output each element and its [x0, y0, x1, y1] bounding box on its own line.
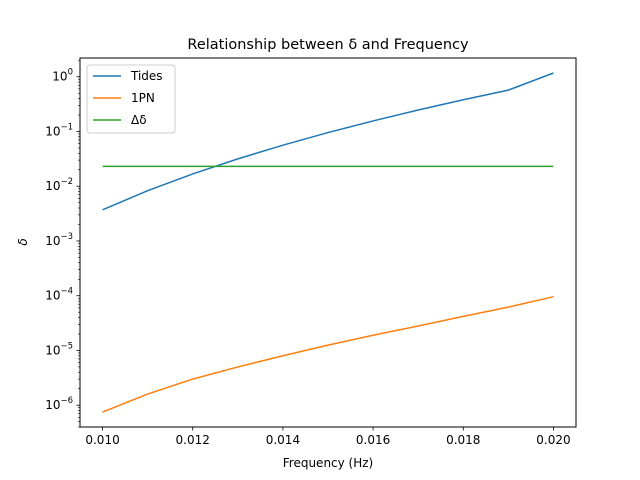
- legend-label: Tides: [130, 69, 163, 83]
- y-tick-label: 10−5: [45, 341, 73, 357]
- x-tick-label: 0.018: [446, 433, 480, 447]
- x-axis: 0.010 0.012 0.014 0.016 0.018 0.020: [85, 427, 571, 447]
- y-tick-label: 10−3: [45, 232, 73, 248]
- y-tick-label: 10−1: [45, 122, 73, 138]
- y-tick-label: 10−4: [45, 287, 73, 303]
- y-axis-label: δ: [16, 238, 30, 245]
- x-tick-label: 0.020: [536, 433, 570, 447]
- series-line-1: [102, 295, 554, 413]
- legend-label: Δδ: [131, 113, 147, 127]
- y-tick-label: 100: [52, 68, 73, 84]
- plot-lines: [102, 72, 554, 413]
- y-tick-label: 10−2: [45, 177, 73, 193]
- series-line-0: [102, 72, 554, 211]
- y-tick-label: 10−6: [45, 396, 73, 412]
- chart-title: Relationship between δ and Frequency: [187, 37, 469, 53]
- plot-frame: [79, 57, 577, 428]
- legend: Tides 1PN Δδ: [86, 64, 176, 134]
- x-tick-label: 0.012: [176, 433, 210, 447]
- x-tick-label: 0.014: [266, 433, 300, 447]
- y-axis: 10−6 10−5 10−4 10−3 10−2 10−1 100: [45, 59, 80, 428]
- legend-label: 1PN: [131, 91, 155, 105]
- x-tick-label: 0.016: [356, 433, 390, 447]
- x-axis-label: Frequency (Hz): [283, 456, 374, 470]
- x-tick-label: 0.010: [85, 433, 119, 447]
- legend-box: [86, 64, 176, 134]
